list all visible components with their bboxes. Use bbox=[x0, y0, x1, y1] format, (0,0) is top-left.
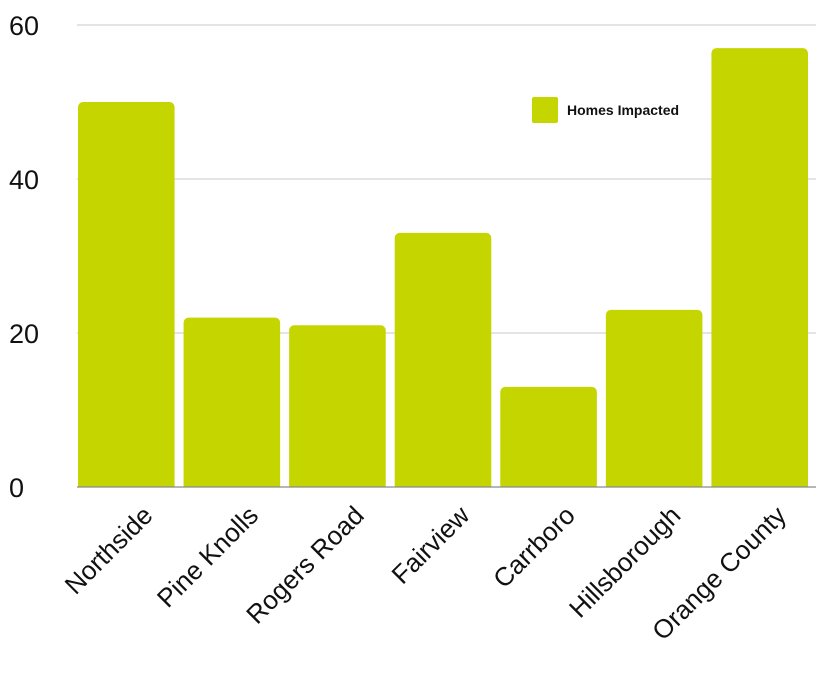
bar-base bbox=[394, 481, 492, 487]
bar-base bbox=[500, 481, 597, 487]
bar-base bbox=[711, 481, 808, 487]
bar-base bbox=[183, 481, 281, 487]
bar bbox=[183, 317, 281, 487]
x-tick-label: Fairview bbox=[386, 500, 476, 590]
x-tick-label: Carrboro bbox=[487, 500, 581, 594]
x-tick-label: Pine Knolls bbox=[151, 500, 264, 613]
bar bbox=[394, 232, 492, 487]
bar-base bbox=[289, 481, 386, 487]
bar-base bbox=[605, 481, 703, 487]
legend-label: Homes Impacted bbox=[567, 102, 679, 118]
bar-base bbox=[78, 481, 175, 487]
bars bbox=[78, 48, 808, 487]
y-tick-label: 60 bbox=[9, 11, 39, 41]
y-tick-label: 0 bbox=[9, 473, 24, 503]
bar bbox=[711, 48, 808, 487]
x-tick-label: Northside bbox=[59, 500, 159, 600]
y-tick-label: 20 bbox=[9, 319, 39, 349]
y-tick-label: 40 bbox=[9, 165, 39, 195]
bar bbox=[500, 386, 597, 487]
bar bbox=[78, 102, 175, 487]
bar bbox=[289, 325, 386, 487]
legend-swatch bbox=[532, 97, 558, 123]
bar bbox=[605, 309, 703, 487]
legend: Homes Impacted bbox=[532, 97, 679, 123]
